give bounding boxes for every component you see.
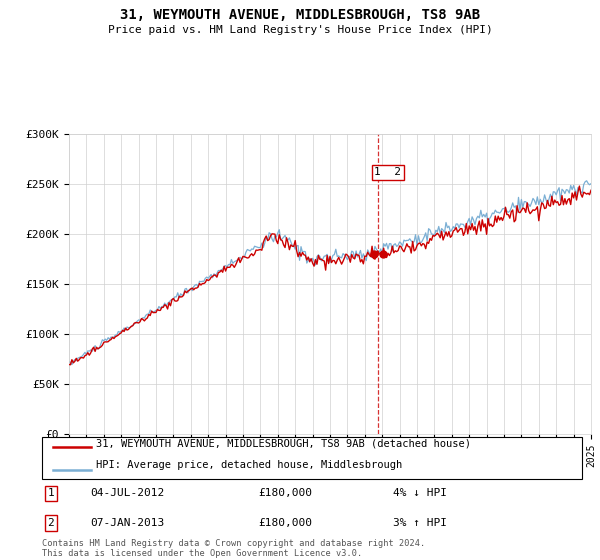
Text: 07-JAN-2013: 07-JAN-2013 <box>91 518 165 528</box>
Text: 2: 2 <box>47 518 54 528</box>
Text: 1: 1 <box>47 488 54 498</box>
Text: £180,000: £180,000 <box>258 488 312 498</box>
Text: 1  2: 1 2 <box>374 167 401 178</box>
Text: 3% ↑ HPI: 3% ↑ HPI <box>393 518 447 528</box>
Text: £180,000: £180,000 <box>258 518 312 528</box>
Text: 4% ↓ HPI: 4% ↓ HPI <box>393 488 447 498</box>
Text: This data is licensed under the Open Government Licence v3.0.: This data is licensed under the Open Gov… <box>42 549 362 558</box>
Text: 31, WEYMOUTH AVENUE, MIDDLESBROUGH, TS8 9AB: 31, WEYMOUTH AVENUE, MIDDLESBROUGH, TS8 … <box>120 8 480 22</box>
Text: 31, WEYMOUTH AVENUE, MIDDLESBROUGH, TS8 9AB (detached house): 31, WEYMOUTH AVENUE, MIDDLESBROUGH, TS8 … <box>96 438 471 448</box>
Text: Contains HM Land Registry data © Crown copyright and database right 2024.: Contains HM Land Registry data © Crown c… <box>42 539 425 548</box>
Text: Price paid vs. HM Land Registry's House Price Index (HPI): Price paid vs. HM Land Registry's House … <box>107 25 493 35</box>
Text: 04-JUL-2012: 04-JUL-2012 <box>91 488 165 498</box>
Text: HPI: Average price, detached house, Middlesbrough: HPI: Average price, detached house, Midd… <box>96 460 402 470</box>
